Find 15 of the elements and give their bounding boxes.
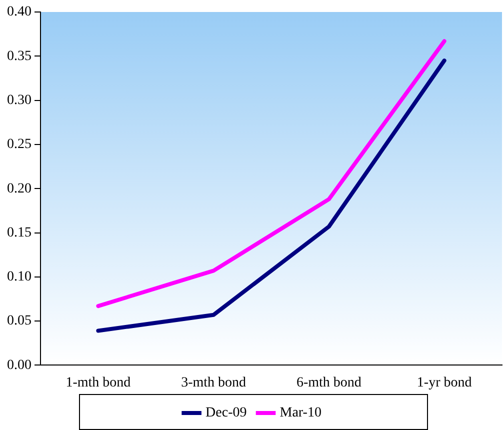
legend-label: Mar-10 (280, 406, 322, 421)
y-tick-label: 0.00 (7, 358, 32, 373)
y-tick-label: 0.20 (7, 181, 32, 196)
y-tick-label: 0.30 (7, 92, 32, 108)
x-tick-label: 1-yr bond (416, 375, 472, 390)
y-tick-label: 0.25 (7, 137, 32, 152)
x-tick-label: 3-mth bond (181, 375, 246, 390)
legend-label: Dec-09 (206, 406, 247, 421)
x-tick-label: 6-mth bond (296, 375, 362, 390)
y-tick-label: 0.10 (7, 270, 32, 285)
y-tick-label: 0.40 (7, 4, 32, 20)
x-tick-label: 1-mth bond (66, 375, 131, 390)
y-tick-label: 0.15 (7, 225, 32, 240)
y-tick-label: 0.05 (7, 314, 32, 329)
y-tick-label: 0.35 (7, 48, 32, 64)
